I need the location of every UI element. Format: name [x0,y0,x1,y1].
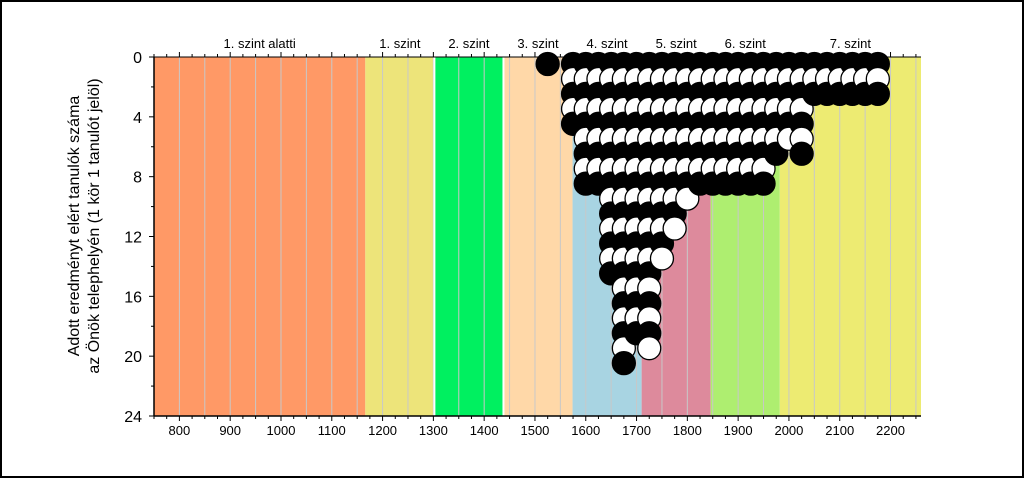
level-band-3 [434,57,504,416]
x-tick-label: 1400 [470,423,499,438]
dot-column-top [649,246,675,271]
y-tick-label: 0 [133,50,142,67]
dot-column-top [535,51,560,77]
x-tick-label: 2000 [774,423,803,438]
y-tick-label: 24 [124,409,142,426]
x-tick-label: 1800 [673,423,702,438]
y-axis-label-line-1: Adott eredményt elért tanulók száma [66,96,83,357]
student-dots [535,51,890,376]
level-band-4 [503,57,573,416]
level-band-label-5: 4. szint [586,36,628,51]
y-tick-label: 16 [124,289,142,306]
level-band-1 [154,57,366,416]
x-tick-label: 2100 [825,423,854,438]
level-band-label-6: 5. szint [656,36,698,51]
level-band-label-2: 1. szint [379,36,421,51]
dot-column-top [751,171,776,196]
dot-column [865,51,890,107]
x-tick-label: 1100 [318,423,346,438]
level-band-label-4: 3. szint [517,36,559,51]
y-axis-label-line-2: az Önök telephelyén (1 kör 1 tanulót jel… [85,78,103,373]
x-tick-label: 900 [219,423,241,438]
dot-column-top [789,141,814,166]
level-band-label-7: 6. szint [725,36,767,51]
x-tick-label: 1300 [419,423,448,438]
x-tick-label: 1200 [368,423,397,438]
y-tick-label: 8 [133,170,142,187]
dot-column-top [662,216,687,241]
x-tick-label: 1500 [520,423,549,438]
y-tick-label: 4 [133,110,142,127]
y-axis-label: Adott eredményt elért tanulók száma az Ö… [66,78,103,373]
x-tick-label: 2200 [876,423,905,438]
y-tick-label: 12 [124,230,142,247]
x-tick-label: 800 [169,423,191,438]
x-tick-label: 1900 [724,423,753,438]
level-band-label-8: 7. szint [830,36,872,51]
level-band-label-3: 2. szint [448,36,490,51]
x-tick-label: 1000 [267,423,296,438]
dot-column-top [637,336,662,361]
dot-column-top [865,81,890,107]
dot-column-top [611,350,637,376]
dot-column [535,51,560,77]
y-tick-label: 20 [124,349,142,366]
level-band-label-1: 1. szint alatti [224,36,296,51]
axes: 0 4 8 12 16 20 24 800 900 1000 1100 1200 1300 1400 150… [124,50,921,438]
x-tick-label: 1700 [622,423,651,438]
x-tick-label: 1600 [571,423,600,438]
level-band-2 [365,57,435,416]
